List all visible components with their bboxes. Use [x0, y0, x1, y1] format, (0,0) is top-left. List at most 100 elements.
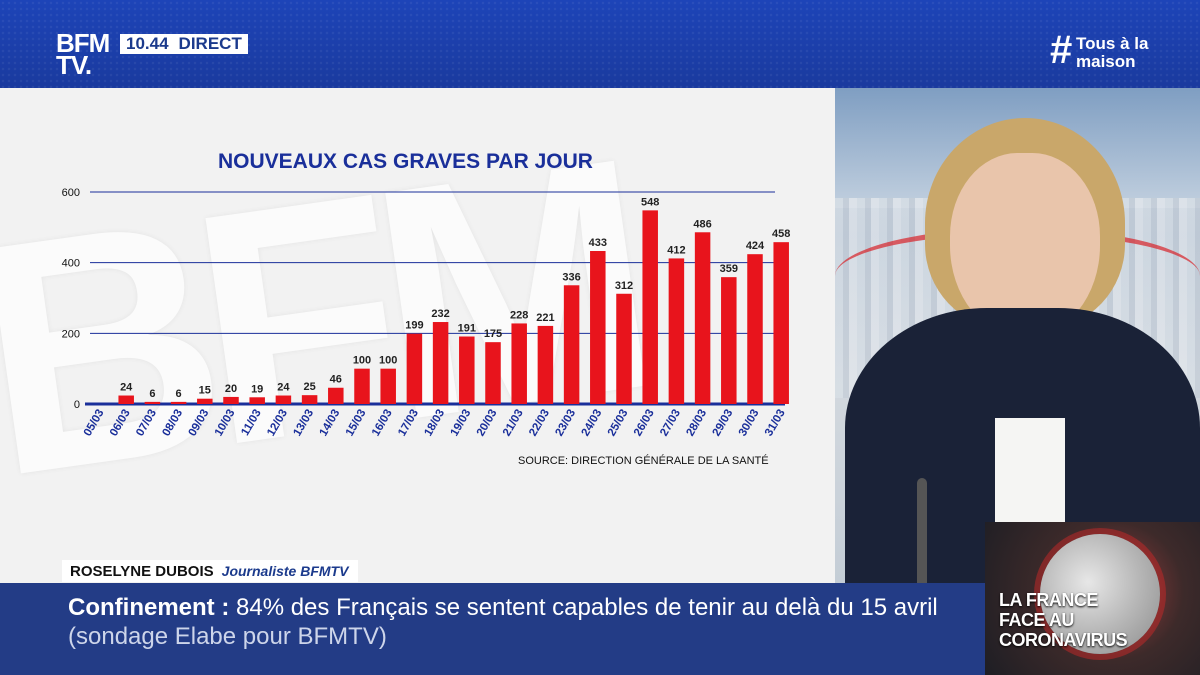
- chart-bar: [249, 397, 265, 404]
- data-label: 100: [379, 355, 397, 367]
- chart-bar: [485, 342, 501, 404]
- data-label: 15: [199, 385, 211, 397]
- data-label: 25: [303, 381, 315, 393]
- chart-bar: [354, 368, 370, 404]
- chart-bar: [694, 232, 711, 404]
- chart-bar: [144, 401, 161, 404]
- chart-bar: [275, 395, 292, 404]
- chart-bar: [328, 387, 344, 404]
- chart-bar: [197, 398, 213, 404]
- data-label: 221: [536, 312, 554, 324]
- x-tick-label: 08/03: [160, 408, 185, 439]
- y-tick-label: 200: [62, 328, 80, 340]
- virus-icon: [1040, 534, 1160, 654]
- x-tick-label: 18/03: [422, 408, 447, 439]
- chart-bar: [511, 323, 527, 404]
- data-label: 191: [458, 323, 476, 335]
- x-tick-label: 11/03: [239, 408, 263, 438]
- data-label: 46: [330, 374, 342, 386]
- y-tick-label: 0: [74, 399, 80, 411]
- x-tick-label: 10/03: [213, 408, 238, 439]
- chart-bar: [170, 401, 187, 404]
- bfmtv-logo: BFM TV.: [56, 30, 110, 80]
- badge-text: LA FRANCE FACE AU CORONAVIRUS: [999, 590, 1128, 650]
- x-tick-label: 15/03: [344, 408, 369, 439]
- data-label: 412: [667, 244, 685, 256]
- hashtag-line-1: Tous à la: [1076, 34, 1149, 53]
- chart-bar: [563, 285, 580, 404]
- x-tick-label: 12/03: [265, 408, 290, 439]
- y-tick-label: 600: [62, 187, 80, 199]
- chart-panel: BFM NOUVEAUX CAS GRAVES PAR JOUR 0 200 400…: [0, 88, 835, 583]
- x-tick-label: 14/03: [318, 408, 343, 439]
- x-tick-label: 21/03: [501, 408, 526, 439]
- data-label: 458: [772, 228, 790, 240]
- chart-bar: [406, 333, 423, 404]
- logo-line-2: TV.: [56, 50, 92, 80]
- chart-bar: [668, 258, 685, 404]
- x-tick-label: 16/03: [370, 408, 395, 439]
- data-label: 100: [353, 355, 371, 367]
- data-label: 199: [405, 320, 423, 332]
- x-tick-label: 09/03: [187, 408, 212, 439]
- data-label: 6: [149, 388, 155, 400]
- x-tick-label: 05/03: [82, 408, 107, 439]
- data-label: 20: [225, 383, 237, 395]
- data-label: 359: [720, 263, 738, 275]
- badge-line-1: LA FRANCE: [999, 590, 1098, 610]
- bar-chart: 0 200 400 600 05/03 24 06/03 6 07/03 6 08/03 15 09/0…: [62, 187, 791, 439]
- headline-ticker: Confinement : 84% des Français se senten…: [0, 583, 985, 675]
- data-label: 24: [277, 382, 290, 394]
- microphone-icon: [917, 478, 927, 583]
- chart-title: NOUVEAUX CAS GRAVES PAR JOUR: [218, 150, 593, 173]
- headline-text: Confinement : 84% des Français se senten…: [68, 593, 968, 651]
- chart-bar: [459, 336, 475, 404]
- chart-bar: [590, 251, 606, 404]
- x-tick-label: 23/03: [553, 408, 578, 439]
- anchor-face: [950, 153, 1100, 338]
- headline-subtext: (sondage Elabe pour BFMTV): [68, 623, 387, 650]
- badge-line-3: CORONAVIRUS: [999, 630, 1128, 650]
- headline-main: 84% des Français se sentent capables de …: [236, 594, 938, 621]
- clock-box: 10.44 DIRECT: [120, 34, 248, 54]
- data-label: 312: [615, 280, 633, 292]
- y-tick-label: 400: [62, 258, 80, 270]
- name-strap: ROSELYNE DUBOIS Journaliste BFMTV: [62, 560, 359, 582]
- chart-source: SOURCE: DIRECTION GÉNÉRALE DE LA SANTÉ: [518, 455, 769, 467]
- x-tick-label: 24/03: [580, 408, 605, 439]
- x-tick-label: 27/03: [658, 408, 683, 439]
- x-tick-label: 31/03: [763, 408, 788, 439]
- chart-bar: [223, 396, 239, 404]
- x-tick-label: 22/03: [527, 408, 552, 439]
- chart-bar: [616, 293, 632, 404]
- data-label: 232: [431, 308, 449, 320]
- headline-topic: Confinement :: [68, 594, 230, 621]
- top-banner: BFM TV. 10.44 DIRECT # Tous à la maison: [0, 0, 1200, 88]
- data-label: 548: [641, 196, 659, 208]
- chart-bar: [773, 242, 789, 404]
- live-label: DIRECT: [178, 34, 242, 53]
- badge-line-2: FACE AU: [999, 610, 1074, 630]
- chart-bar: [537, 325, 554, 404]
- x-tick-label: 20/03: [475, 408, 500, 439]
- x-tick-label: 29/03: [711, 408, 736, 439]
- chart-bar: [301, 395, 318, 404]
- hashtag-line-2: maison: [1076, 52, 1136, 71]
- x-tick-label: 26/03: [632, 408, 657, 439]
- hashtag-symbol: #: [1050, 28, 1073, 72]
- data-label: 424: [746, 240, 765, 252]
- chart-bar: [118, 395, 134, 404]
- data-label: 433: [589, 237, 607, 249]
- data-label: 24: [120, 382, 133, 394]
- chart-bar: [642, 210, 658, 404]
- chart-bar: [721, 277, 737, 404]
- x-tick-label: 28/03: [684, 408, 709, 439]
- data-label: 336: [562, 271, 580, 283]
- x-tick-label: 19/03: [449, 408, 474, 439]
- presenter-role: Journaliste BFMTV: [221, 563, 349, 579]
- data-label: 228: [510, 309, 528, 321]
- x-tick-label: 30/03: [737, 408, 762, 439]
- x-tick-label: 25/03: [606, 408, 631, 439]
- chart-bar: [380, 368, 396, 404]
- x-tick-label: 06/03: [108, 408, 133, 439]
